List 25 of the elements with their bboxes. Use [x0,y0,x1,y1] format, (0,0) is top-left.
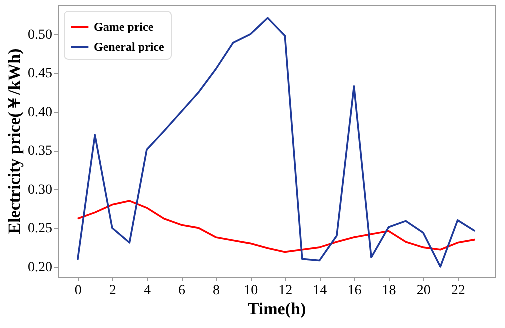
x-tick-label: 18 [382,284,396,298]
y-axis-title: Electricity price(￥/kWh) [5,48,24,234]
line-series [76,17,476,268]
x-tick-label: 12 [278,284,293,298]
x-tick-label: 10 [244,284,258,298]
x-tick-label: 16 [348,284,362,298]
line-series [76,200,476,254]
y-tick-label: 0.50 [28,28,52,43]
y-tick-label: 0.20 [28,260,52,276]
x-tick-label: 4 [144,284,151,298]
legend-label: Game price [94,20,154,34]
x-tick-label: 14 [313,284,328,298]
y-tick-label: 0.35 [28,144,52,160]
y-tick-label: 0.40 [28,105,52,120]
x-tick-label: 6 [178,284,186,298]
x-tick-label: 20 [416,284,431,298]
y-tick-label: 0.45 [28,66,52,82]
x-tick-label: 0 [74,284,82,298]
x-axis-title: Time(h) [248,300,306,318]
x-tick-label: 8 [213,284,220,298]
x-tick-label: 2 [109,284,116,298]
y-tick-label: 0.30 [28,182,52,198]
legend-label: General price [94,40,165,54]
y-tick-label: 0.25 [28,222,52,237]
x-tick-label: 22 [451,284,466,298]
